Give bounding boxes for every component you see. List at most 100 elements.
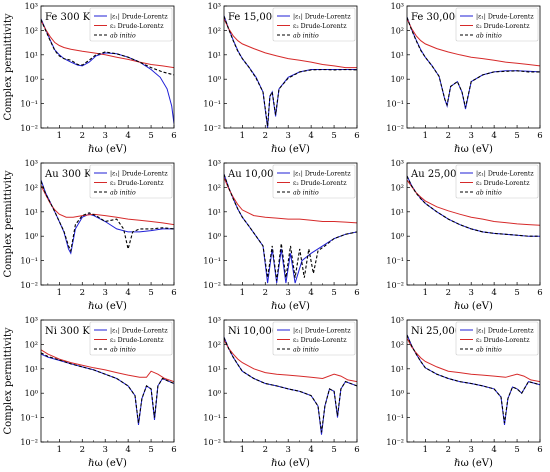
y-tick-label: 10⁻¹ xyxy=(386,257,404,266)
legend-label-ab-initio: ab initio xyxy=(110,33,136,40)
legend-label-eps1-drude-lorentz: |ε₁| Drude-Lorentz xyxy=(293,14,351,21)
x-tick-label: 6 xyxy=(537,131,542,141)
plot-frame xyxy=(40,319,175,443)
y-tick-label: 10¹ xyxy=(391,208,404,217)
legend-box xyxy=(272,7,356,42)
y-tick-label: 10⁻¹ xyxy=(203,414,221,423)
y-tick-label: 10² xyxy=(391,340,404,349)
chart-panel-ni-25-000-k: 1 2 3 4 5 6 10⁻² 10⁻¹ 10⁰ 10¹ 10² 10³ ℏω (eV) Ni 25,0… xyxy=(386,316,542,469)
y-tick-label: 10¹ xyxy=(391,51,404,60)
y-tick-label: 10⁰ xyxy=(25,232,38,241)
legend-label-ab-initio: ab initio xyxy=(110,190,136,197)
x-tick-label: 6 xyxy=(171,288,176,298)
y-axis-label: Complex permittivity xyxy=(3,170,14,277)
series-line-eps2-drude-lorentz xyxy=(407,337,540,383)
y-tick-label: 10⁰ xyxy=(391,75,404,84)
legend-label-eps1-drude-lorentz: |ε₁| Drude-Lorentz xyxy=(476,14,534,21)
x-tick-label: 5 xyxy=(514,131,519,141)
chart-panel-fe-30-000-k: 1 2 3 4 5 6 10⁻² 10⁻¹ 10⁰ 10¹ 10² 10³ ℏω (eV) Fe 30,0… xyxy=(386,2,542,155)
x-tick-label: 2 xyxy=(263,445,268,455)
y-tick-label: 10³ xyxy=(25,316,38,325)
series-line-ab-initio xyxy=(41,181,174,253)
series-group xyxy=(407,334,540,425)
legend: |ε₁| Drude-Lorentz ε₂ Drude-Lorentz ab ini… xyxy=(89,321,173,356)
chart-panel-au-300-k: 1 2 3 4 5 6 10⁻² 10⁻¹ 10⁰ 10¹ 10² 10³ ℏω (eV) Complex… xyxy=(3,159,177,312)
x-tick-label: 5 xyxy=(148,288,153,298)
y-tick-label: 10⁻² xyxy=(203,438,221,447)
legend-label-ab-initio: ab initio xyxy=(110,347,136,354)
legend-label-eps2-drude-lorentz: ε₂ Drude-Lorentz xyxy=(110,180,164,187)
x-tick-label: 2 xyxy=(446,131,451,141)
y-tick-label: 10⁰ xyxy=(208,232,221,241)
plot-frame xyxy=(223,162,358,286)
plot-frame xyxy=(40,162,175,286)
legend-box xyxy=(455,164,539,199)
x-tick-label: 3 xyxy=(468,288,473,298)
panel-title: Fe 300 K xyxy=(45,12,91,23)
x-tick-label: 6 xyxy=(537,445,542,455)
series-line-ab-initio xyxy=(41,19,174,76)
x-tick-label: 5 xyxy=(148,445,153,455)
x-tick-label: 5 xyxy=(148,131,153,141)
x-tick-label: 6 xyxy=(354,288,359,298)
y-tick-label: 10¹ xyxy=(208,208,221,217)
y-tick-label: 10² xyxy=(25,183,38,192)
plot-frame xyxy=(406,162,541,286)
x-tick-label: 4 xyxy=(491,445,496,455)
legend-label-eps2-drude-lorentz: ε₂ Drude-Lorentz xyxy=(476,180,530,187)
legend-label-eps1-drude-lorentz: |ε₁| Drude-Lorentz xyxy=(476,328,534,335)
x-tick-label: 5 xyxy=(331,131,336,141)
legend: |ε₁| Drude-Lorentz ε₂ Drude-Lorentz ab ini… xyxy=(455,164,539,199)
panel-title: Fe 30,000 K xyxy=(411,12,473,23)
plot-frame xyxy=(406,5,541,129)
x-tick-label: 1 xyxy=(57,288,62,298)
legend: |ε₁| Drude-Lorentz ε₂ Drude-Lorentz ab ini… xyxy=(272,7,356,42)
series-line-eps1-drude-lorentz xyxy=(41,179,174,255)
y-tick-label: 10⁰ xyxy=(391,389,404,398)
y-tick-label: 10¹ xyxy=(208,51,221,60)
x-axis-label: ℏω (eV) xyxy=(271,301,310,312)
x-tick-label: 6 xyxy=(354,131,359,141)
y-tick-label: 10³ xyxy=(208,316,221,325)
panel-title: Ni 25,000 K xyxy=(411,326,472,337)
y-tick-label: 10⁰ xyxy=(208,75,221,84)
x-tick-label: 3 xyxy=(285,288,290,298)
y-tick-label: 10³ xyxy=(391,2,404,11)
y-tick-label: 10⁻² xyxy=(386,124,404,133)
y-tick-label: 10⁰ xyxy=(25,389,38,398)
y-tick-label: 10² xyxy=(25,340,38,349)
series-line-eps1-drude-lorentz xyxy=(41,18,174,124)
x-tick-label: 1 xyxy=(423,288,428,298)
x-tick-label: 2 xyxy=(80,131,85,141)
plot-frame xyxy=(223,5,358,129)
y-tick-label: 10⁻² xyxy=(386,281,404,290)
legend-box xyxy=(89,7,173,42)
x-tick-label: 1 xyxy=(423,131,428,141)
series-group xyxy=(407,175,540,237)
x-tick-label: 4 xyxy=(125,288,130,298)
x-axis-label: ℏω (eV) xyxy=(88,301,127,312)
panel-title: Au 25,000 K xyxy=(410,169,474,180)
legend-label-eps1-drude-lorentz: |ε₁| Drude-Lorentz xyxy=(110,14,168,21)
y-tick-label: 10⁻² xyxy=(203,124,221,133)
y-tick-label: 10⁰ xyxy=(25,75,38,84)
series-line-eps2-drude-lorentz xyxy=(41,349,174,383)
legend-label-eps2-drude-lorentz: ε₂ Drude-Lorentz xyxy=(110,337,164,344)
panel-title: Ni 10,000 K xyxy=(228,326,289,337)
chart-panel-ni-10-000-k: 1 2 3 4 5 6 10⁻² 10⁻¹ 10⁰ 10¹ 10² 10³ ℏω (eV) Ni 10,0… xyxy=(203,316,359,469)
y-tick-label: 10⁻¹ xyxy=(203,100,221,109)
series-line-ab-initio xyxy=(224,16,357,127)
x-tick-label: 4 xyxy=(308,445,313,455)
x-tick-label: 3 xyxy=(468,131,473,141)
legend-label-eps1-drude-lorentz: |ε₁| Drude-Lorentz xyxy=(476,171,534,178)
chart-panel-fe-300-k: 1 2 3 4 5 6 10⁻² 10⁻¹ 10⁰ 10¹ 10² 10³ ℏω (eV) Complex… xyxy=(3,2,177,155)
y-tick-label: 10⁻¹ xyxy=(20,100,38,109)
legend-label-ab-initio: ab initio xyxy=(293,347,319,354)
series-line-eps1-drude-lorentz xyxy=(407,334,540,425)
series-line-eps2-drude-lorentz xyxy=(224,18,357,69)
y-tick-label: 10¹ xyxy=(25,365,38,374)
x-tick-label: 1 xyxy=(240,288,245,298)
series-group xyxy=(224,336,357,435)
legend-label-eps1-drude-lorentz: |ε₁| Drude-Lorentz xyxy=(293,328,351,335)
y-tick-label: 10² xyxy=(25,26,38,35)
